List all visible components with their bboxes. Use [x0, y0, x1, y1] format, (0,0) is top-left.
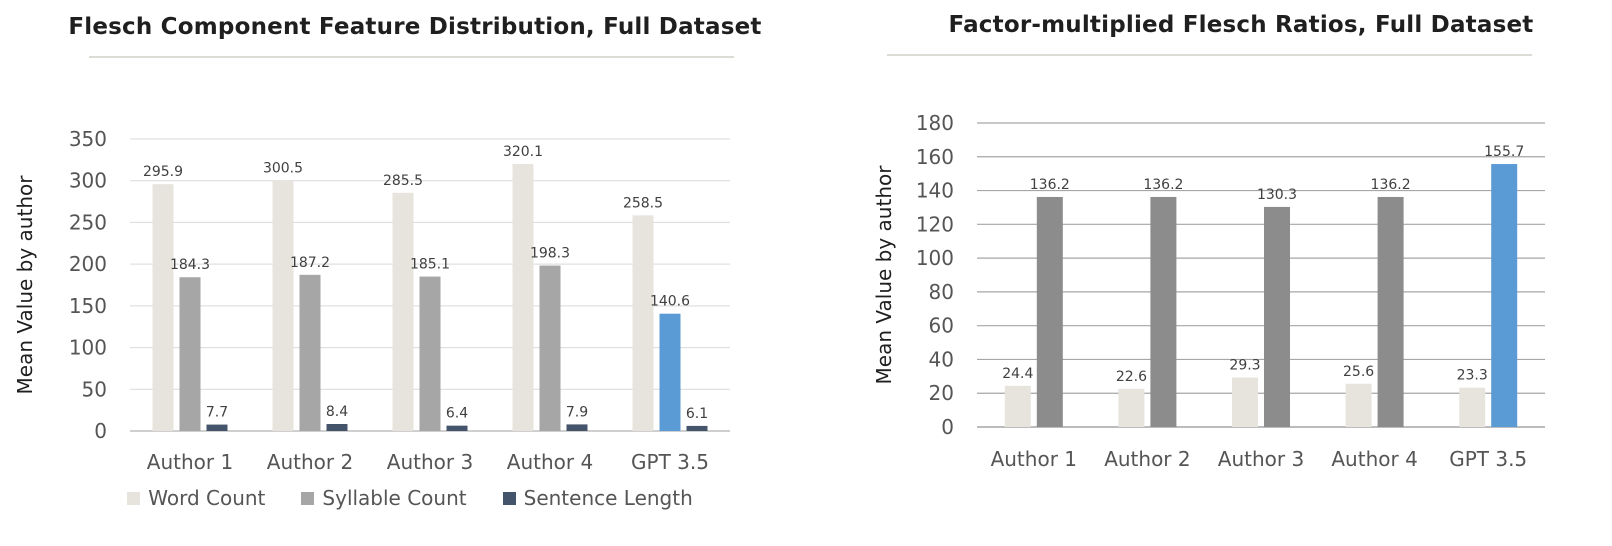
x-tick-label: Author 3 — [1218, 447, 1304, 471]
x-tick-label: Author 2 — [1104, 447, 1190, 471]
x-tick-label: Author 1 — [991, 447, 1077, 471]
bar — [446, 425, 468, 431]
bar — [419, 276, 441, 431]
data-label: 130.3 — [1257, 187, 1297, 203]
data-label: 136.2 — [1371, 177, 1411, 193]
data-label: 184.3 — [170, 257, 210, 273]
y-tick-label: 200 — [69, 252, 107, 276]
legend-swatch — [502, 491, 516, 505]
x-tick-label: GPT 3.5 — [631, 450, 709, 474]
bar — [1036, 196, 1063, 427]
x-tick-label: Author 1 — [147, 450, 233, 474]
y-tick-label: 50 — [82, 377, 107, 401]
chart-panel-right: Factor-multiplied Flesch Ratios, Full Da… — [870, 0, 1612, 546]
y-tick-label: 350 — [69, 127, 107, 151]
data-label: 140.6 — [650, 294, 690, 310]
data-label: 320.1 — [503, 144, 543, 160]
x-tick-label: Author 4 — [1331, 447, 1417, 471]
y-tick-label: 60 — [929, 314, 954, 338]
y-tick-label: 80 — [929, 280, 954, 304]
bar — [1377, 196, 1404, 427]
data-label: 7.7 — [206, 405, 228, 421]
bar — [326, 423, 348, 431]
y-tick-label: 0 — [94, 419, 107, 443]
bar — [1264, 206, 1290, 427]
bar — [299, 274, 321, 431]
legend-swatch — [301, 491, 315, 505]
data-label: 23.3 — [1457, 368, 1488, 384]
bar — [539, 265, 561, 431]
y-tick-label: 40 — [929, 347, 954, 371]
data-label: 285.5 — [383, 173, 423, 189]
data-label: 300.5 — [263, 160, 303, 176]
y-tick-label: 300 — [69, 169, 107, 193]
data-label: 22.6 — [1116, 369, 1147, 385]
legend-label: Sentence Length — [523, 486, 693, 510]
bar — [1459, 387, 1486, 427]
data-label: 295.9 — [143, 164, 183, 180]
bar — [206, 424, 228, 431]
data-label: 7.9 — [566, 404, 588, 420]
bar — [179, 277, 201, 431]
y-tick-label: 100 — [916, 246, 954, 270]
data-label: 25.6 — [1343, 364, 1374, 380]
x-tick-label: Author 2 — [267, 450, 353, 474]
y-tick-label: 160 — [916, 145, 954, 169]
data-label: 258.5 — [623, 195, 663, 211]
bar — [1491, 164, 1518, 428]
data-label: 136.2 — [1030, 177, 1070, 193]
data-label: 8.4 — [326, 404, 348, 420]
y-tick-label: 20 — [929, 381, 954, 405]
y-tick-label: 150 — [69, 294, 107, 318]
data-label: 24.4 — [1002, 366, 1033, 382]
bar — [566, 424, 588, 431]
bar — [512, 163, 534, 432]
data-label: 6.4 — [446, 406, 468, 422]
chart-legend: Word Count Syllable Count Sentence Length — [10, 486, 810, 510]
legend-label: Word Count — [148, 486, 266, 510]
bar — [1004, 385, 1031, 427]
data-label: 185.1 — [410, 257, 450, 273]
chart-panel-left: Flesch Component Feature Distribution, F… — [0, 0, 800, 546]
x-tick-label: Author 4 — [507, 450, 593, 474]
data-label: 6.1 — [686, 406, 708, 422]
legend-label: Syllable Count — [322, 486, 467, 510]
legend-item: Word Count — [127, 486, 265, 510]
bar — [272, 180, 294, 431]
y-axis-title: Mean Value by author — [13, 175, 37, 395]
bar — [152, 184, 174, 431]
x-tick-label: GPT 3.5 — [1449, 447, 1527, 471]
bar — [632, 215, 654, 431]
y-tick-label: 180 — [916, 111, 954, 135]
bar — [686, 425, 708, 431]
y-tick-label: 120 — [916, 212, 954, 236]
data-label: 155.7 — [1484, 144, 1524, 160]
bar — [1150, 196, 1177, 427]
title-divider — [89, 56, 734, 58]
bar — [659, 313, 681, 431]
y-tick-label: 0 — [941, 415, 954, 439]
legend-item: Sentence Length — [502, 486, 693, 510]
chart-svg-right: 0 20 40 60 80 100 120 140 160 180 Mean Value by au… — [872, 111, 1545, 471]
bar — [1345, 383, 1372, 427]
chart-title: Factor-multiplied Flesch Ratios, Full Da… — [948, 12, 1534, 38]
bar — [1118, 388, 1145, 427]
y-tick-label: 100 — [69, 336, 107, 360]
y-tick-label: 140 — [916, 179, 954, 203]
chart-title: Flesch Component Feature Distribution, F… — [68, 14, 762, 40]
data-label: 187.2 — [290, 255, 330, 271]
legend-item: Syllable Count — [301, 486, 467, 510]
title-divider — [887, 54, 1532, 56]
data-label: 198.3 — [530, 246, 570, 262]
bar — [1232, 377, 1258, 427]
y-axis-title: Mean Value by author — [872, 165, 896, 385]
chart-svg-left: 0 50 100 150 200 250 300 350 Mean Value by autho… — [13, 127, 730, 474]
legend-swatch — [127, 491, 141, 505]
bar — [392, 192, 414, 431]
data-label: 136.2 — [1143, 177, 1183, 193]
y-tick-label: 250 — [69, 210, 107, 234]
x-tick-label: Author 3 — [387, 450, 473, 474]
data-label: 29.3 — [1229, 358, 1260, 374]
